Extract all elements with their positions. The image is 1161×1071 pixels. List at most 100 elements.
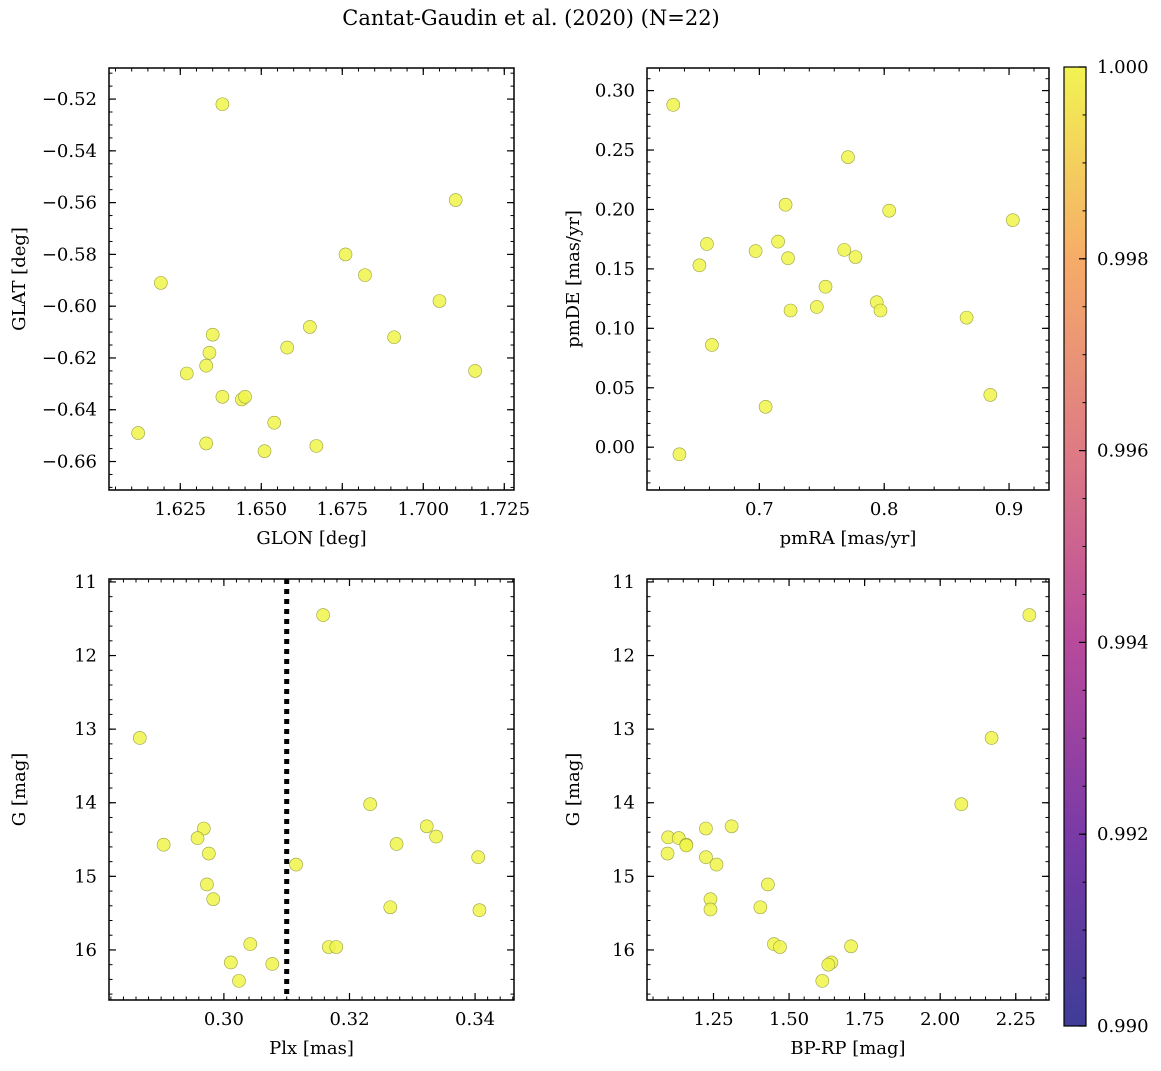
y-tick-label: 12 (612, 646, 635, 667)
scatter-point (309, 439, 324, 453)
colorbar-tick-label: 0.998 (1097, 249, 1149, 270)
scatter-point (156, 837, 171, 852)
scatter-point (448, 193, 463, 207)
axes-frame (108, 578, 515, 1001)
scatter-point (199, 436, 213, 451)
scatter-point (224, 955, 238, 970)
scatter-point (818, 279, 833, 294)
scatter-point (154, 276, 168, 290)
x-tick-label: 1.50 (769, 1009, 809, 1030)
y-tick-label: 11 (74, 572, 97, 593)
scatter-point (200, 877, 214, 892)
y-tick-label: 15 (74, 866, 97, 887)
scatter-point (132, 731, 147, 745)
y-tick-label: 0.10 (595, 318, 635, 339)
colorbar-tick-label: 0.992 (1097, 824, 1149, 845)
axes-frame (646, 578, 1050, 1001)
scatter-point (699, 821, 713, 836)
x-tick-label: 1.675 (317, 499, 369, 520)
y-tick-label: 0.30 (595, 81, 635, 102)
scatter-point (841, 150, 855, 164)
y-tick-label: 0.25 (595, 140, 635, 161)
panel-plx-g: 0.30 0.32 0.34 11 12 13 14 15 16 Plx [mas] G [mag] (9, 572, 515, 1059)
panel-bprp-g: 1.25 1.50 1.75 2.00 2.25 11 12 13 14 15 16 BP-RP [m… (563, 572, 1050, 1059)
scatter-point (1005, 213, 1020, 227)
y-tick-label: 16 (74, 940, 97, 961)
y-axis-label: G [mag] (9, 753, 30, 826)
x-tick-label: 0.9 (995, 499, 1024, 520)
scatter-point (202, 345, 217, 360)
scatter-point (837, 243, 852, 257)
scatter-point (679, 838, 694, 853)
scatter-point (983, 388, 998, 402)
x-tick-label: 0.8 (870, 499, 899, 520)
scatter-point (419, 819, 434, 834)
scatter-point (1022, 608, 1037, 622)
scatter-point (338, 247, 353, 262)
scatter-point (699, 850, 713, 865)
y-tick-label: 13 (612, 719, 635, 740)
y-tick-label: 16 (612, 940, 635, 961)
y-tick-label: −0.54 (42, 141, 97, 162)
scatter-point (984, 731, 999, 745)
scatter-point (783, 303, 798, 318)
scatter-point (709, 857, 724, 872)
x-tick-label: 1.700 (398, 499, 450, 520)
x-axis-label: BP-RP [mag] (790, 1038, 905, 1059)
scatter-point (761, 877, 775, 892)
scatter-point (303, 320, 317, 334)
x-tick-label: 1.725 (479, 499, 531, 520)
scatter-point (199, 358, 213, 373)
scatter-point (472, 903, 487, 918)
scatter-point (809, 300, 824, 314)
x-tick-label: 0.34 (455, 1009, 495, 1030)
figure-title: Cantat-Gaudin et al. (2020) (N=22) (342, 6, 720, 30)
scatter-point (206, 892, 221, 906)
scatter-point (179, 366, 194, 381)
scatter-point (848, 250, 863, 264)
scatter-point (781, 251, 795, 265)
scatter-point (363, 797, 378, 812)
x-tick-label: 0.7 (745, 499, 774, 520)
scatter-point (429, 829, 443, 844)
y-axis-label: pmDE [mas/yr] (563, 210, 584, 348)
colorbar-tick-label: 0.994 (1097, 632, 1149, 653)
axes-frame (646, 67, 1050, 491)
y-tick-label: 0.05 (595, 378, 635, 399)
colorbar: 0.990 0.992 0.994 0.996 0.998 1.000 (1063, 57, 1149, 1037)
x-tick-label: 1.650 (236, 499, 288, 520)
x-tick-label: 1.625 (155, 499, 207, 520)
scatter-point (748, 244, 763, 258)
y-tick-label: 12 (74, 646, 97, 667)
scatter-point (692, 258, 707, 273)
scatter-point (289, 857, 303, 872)
y-tick-label: −0.52 (42, 89, 97, 110)
scatter-point (468, 364, 482, 378)
y-tick-label: −0.60 (42, 296, 97, 317)
y-axis-label: GLAT [deg] (9, 227, 30, 331)
y-tick-label: −0.66 (42, 452, 97, 473)
scatter-point (265, 957, 280, 971)
scatter-point (758, 399, 773, 414)
scatter-point (672, 447, 687, 462)
scatter-point (383, 900, 398, 915)
y-tick-label: −0.64 (42, 400, 97, 421)
colorbar-tick-label: 0.996 (1097, 441, 1149, 462)
scatter-point (215, 97, 230, 112)
scatter-point (954, 797, 969, 812)
scatter-point (131, 426, 145, 440)
x-tick-label: 0.32 (329, 1009, 369, 1030)
scatter-point (215, 389, 230, 404)
y-tick-label: −0.62 (42, 348, 97, 369)
scatter-point (205, 327, 220, 342)
y-tick-label: 0.00 (595, 437, 635, 458)
y-tick-label: 0.15 (595, 259, 635, 280)
x-tick-label: 2.00 (920, 1009, 960, 1030)
scatter-point (705, 338, 719, 352)
x-axis-label: pmRA [mas/yr] (780, 528, 917, 549)
scatter-point (243, 937, 258, 951)
scatter-point (358, 268, 372, 282)
scatter-point (821, 957, 836, 972)
panel-pmra-pmde: 0.7 0.8 0.9 0.30 0.25 0.20 0.15 0.10 0.05 0.00 pmR… (563, 67, 1050, 549)
